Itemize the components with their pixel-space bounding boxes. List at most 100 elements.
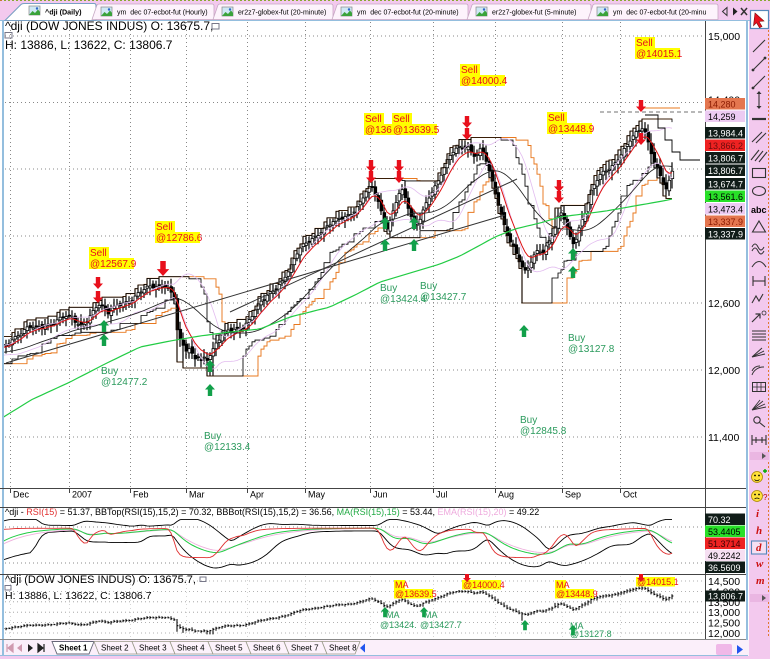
svg-text:Sheet 7: Sheet 7	[291, 644, 319, 653]
svg-text:13,806.7: 13,806.7	[708, 154, 743, 164]
svg-text:13,500: 13,500	[708, 597, 740, 609]
svg-text:36.5609: 36.5609	[708, 563, 741, 573]
svg-text:14,500: 14,500	[708, 576, 740, 588]
svg-text:13,806.7: 13,806.7	[708, 592, 743, 602]
svg-text:2007: 2007	[72, 490, 92, 500]
svg-text:@14000.4: @14000.4	[463, 580, 505, 590]
svg-text:er2z7-globex-fut (20-minute): er2z7-globex-fut (20-minute)	[238, 10, 326, 17]
svg-text:^dji (DOW JONES INDUS) O: 1367: ^dji (DOW JONES INDUS) O: 13675.7,	[5, 19, 213, 33]
svg-text:13,473.4: 13,473.4	[708, 205, 743, 215]
svg-text:14,259: 14,259	[708, 112, 736, 122]
svg-text:12,000: 12,000	[708, 628, 740, 640]
svg-text:Sheet 3: Sheet 3	[139, 644, 167, 653]
svg-text:@13427.7: @13427.7	[420, 292, 467, 303]
svg-text:Jul: Jul	[436, 490, 448, 500]
svg-text:Buy: Buy	[101, 366, 118, 377]
svg-text:@12845.8: @12845.8	[520, 426, 567, 437]
svg-text:Sheet 8: Sheet 8	[329, 644, 357, 653]
svg-text:MA: MA	[570, 621, 584, 631]
svg-text:15,000: 15,000	[708, 31, 740, 43]
svg-text:H: 13886, L: 13622, C: 13806.7: H: 13886, L: 13622, C: 13806.7	[5, 38, 173, 52]
svg-text:@13127.8: @13127.8	[570, 629, 612, 639]
svg-text:ym dec 07-ecbot-fut (20-minut: ym dec 07-ecbot-fut (20-minute)	[357, 10, 459, 17]
svg-text:Buy: Buy	[380, 283, 397, 294]
svg-text:51.3714: 51.3714	[708, 539, 741, 549]
svg-text:53.4405: 53.4405	[708, 527, 741, 537]
svg-text:Sep: Sep	[565, 490, 581, 500]
svg-text:@14000.4: @14000.4	[461, 76, 508, 87]
svg-text:13,866.2: 13,866.2	[708, 141, 743, 151]
svg-text:14,280: 14,280	[708, 100, 736, 110]
svg-text:Buy: Buy	[420, 281, 437, 292]
svg-text:Sheet 2: Sheet 2	[101, 644, 129, 653]
svg-text:^dji (Daily): ^dji (Daily)	[45, 8, 82, 17]
svg-text:13,674.7: 13,674.7	[708, 180, 743, 190]
svg-text:70.32: 70.32	[708, 515, 731, 525]
svg-text:13,806.7: 13,806.7	[708, 166, 743, 176]
svg-text:@13427.7: @13427.7	[420, 620, 462, 630]
svg-text:13,337.9: 13,337.9	[708, 230, 743, 240]
svg-text:ym dec 07-ecbot-fut (Hourly): ym dec 07-ecbot-fut (Hourly)	[117, 10, 208, 17]
svg-text:Sell: Sell	[548, 113, 565, 124]
svg-text:Buy: Buy	[204, 431, 221, 442]
svg-text:Buy: Buy	[520, 415, 537, 426]
svg-text:?: ?	[763, 493, 768, 502]
svg-text:h: h	[756, 525, 762, 537]
svg-text:er2z7-globex-fut (5-minute): er2z7-globex-fut (5-minute)	[492, 10, 576, 17]
svg-text:ym dec 07-ecbot-fut (20-minu: ym dec 07-ecbot-fut (20-minu	[613, 10, 706, 17]
svg-text:@12786.6: @12786.6	[156, 233, 203, 244]
svg-text:@14015.1: @14015.1	[636, 49, 683, 60]
svg-text:@13639.5: @13639.5	[393, 125, 440, 136]
svg-text:Sell: Sell	[636, 38, 653, 49]
svg-text:Jun: Jun	[373, 490, 388, 500]
svg-text:Sell: Sell	[156, 222, 173, 233]
svg-text:11,400: 11,400	[708, 432, 739, 444]
svg-text:May: May	[308, 490, 326, 500]
svg-text:m: m	[756, 575, 765, 587]
svg-text:13,337.9: 13,337.9	[708, 217, 743, 227]
svg-text:49.2242: 49.2242	[708, 551, 741, 561]
svg-text:@14015.1: @14015.1	[637, 577, 679, 587]
svg-text:^dji (DOW JONES INDUS) O: 1367: ^dji (DOW JONES INDUS) O: 13675.7,	[5, 574, 196, 586]
svg-text:Apr: Apr	[250, 490, 264, 500]
svg-text:Dec: Dec	[13, 490, 30, 500]
svg-text:@12133.4: @12133.4	[204, 442, 251, 453]
svg-text:Buy: Buy	[568, 333, 585, 344]
svg-text:Sell: Sell	[365, 114, 382, 125]
svg-text:d: d	[756, 542, 762, 554]
svg-text:@13127.8: @13127.8	[568, 344, 615, 355]
svg-text:@13424.: @13424.	[380, 620, 417, 630]
svg-text:Sheet 5: Sheet 5	[215, 644, 243, 653]
svg-text:MA: MA	[395, 580, 409, 590]
svg-text:Sheet 1: Sheet 1	[59, 644, 88, 653]
svg-text:Sheet 6: Sheet 6	[253, 644, 281, 653]
svg-text:@13448.9: @13448.9	[548, 124, 595, 135]
svg-text:i: i	[756, 508, 760, 520]
svg-text:13,000: 13,000	[708, 607, 740, 619]
svg-text:Oct: Oct	[623, 490, 638, 500]
svg-text:@13660: @13660	[365, 125, 403, 136]
svg-text:13,984.4: 13,984.4	[708, 129, 743, 139]
svg-text:13,561.6: 13,561.6	[708, 192, 743, 202]
svg-text:Aug: Aug	[498, 490, 514, 500]
svg-text:Mar: Mar	[189, 490, 205, 500]
svg-text:^dji - RSI(15) = 51.37, BBTop(: ^dji - RSI(15) = 51.37, BBTop(RSI(15),15…	[5, 507, 539, 517]
svg-text:12,600: 12,600	[708, 298, 740, 310]
svg-text:@13424.4: @13424.4	[380, 294, 427, 305]
svg-text:@13639.5: @13639.5	[395, 589, 437, 599]
svg-text:Sell: Sell	[393, 114, 410, 125]
svg-text:w: w	[756, 558, 764, 570]
svg-text:abc: abc	[751, 205, 767, 215]
svg-text:12,500: 12,500	[708, 618, 740, 630]
svg-text:H: 13886, L: 13622, C: 13806.7: H: 13886, L: 13622, C: 13806.7	[5, 590, 152, 602]
svg-text:MA: MA	[556, 580, 570, 590]
svg-text:@13448.9: @13448.9	[556, 589, 598, 599]
svg-text:12,000: 12,000	[708, 365, 740, 377]
svg-text:Sheet 4: Sheet 4	[177, 644, 205, 653]
svg-text:Sell: Sell	[90, 248, 107, 259]
svg-text:@12477.2: @12477.2	[101, 377, 148, 388]
svg-text:Sell: Sell	[461, 65, 478, 76]
svg-text:Feb: Feb	[133, 490, 149, 500]
svg-text:MA: MA	[424, 610, 438, 620]
svg-text:MA: MA	[386, 610, 400, 620]
